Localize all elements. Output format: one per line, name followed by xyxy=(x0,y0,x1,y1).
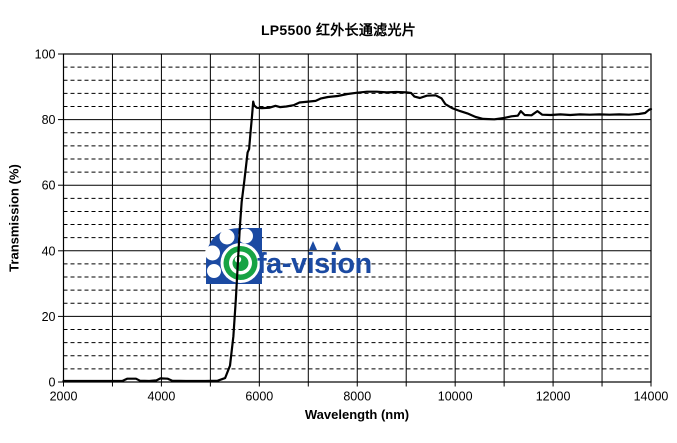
transmission-curve xyxy=(62,90,653,383)
x-axis-title: Wavelength (nm) xyxy=(304,407,410,422)
logo-dial-hole xyxy=(205,245,220,261)
y-tick-label: 80 xyxy=(42,113,56,127)
y-tick-label: 40 xyxy=(42,244,56,258)
curve-layer xyxy=(62,90,653,383)
x-tick-label: 2000 xyxy=(50,390,78,404)
logo-i-dot-icon xyxy=(333,241,341,250)
watermark-logo: fa-vision xyxy=(205,228,372,284)
y-tick-label: 20 xyxy=(42,310,56,324)
grid-layer: 2000 4000 6000 8000 10000 12000 14000 0 20 40 60 80… xyxy=(35,48,669,404)
chart-title: LP5500 红外长通滤光片 xyxy=(260,22,417,38)
x-tick-label: 14000 xyxy=(634,390,669,404)
watermark-text: fa-vision xyxy=(257,248,372,280)
x-tick-label: 4000 xyxy=(148,390,176,404)
logo-dial-hole xyxy=(219,229,235,245)
x-tick-label: 12000 xyxy=(536,390,571,404)
logo-i-dot-icon xyxy=(309,241,317,250)
logo-dial-hole xyxy=(207,264,221,278)
x-tick-label: 8000 xyxy=(343,390,371,404)
x-tick-label: 10000 xyxy=(438,390,473,404)
logo-dial-hole xyxy=(238,228,253,244)
logo-lens-core xyxy=(232,255,249,271)
y-tick-label: 0 xyxy=(49,376,56,390)
y-tick-label: 60 xyxy=(42,179,56,193)
y-tick-label: 100 xyxy=(35,48,56,62)
x-tick-label: 6000 xyxy=(245,390,273,404)
